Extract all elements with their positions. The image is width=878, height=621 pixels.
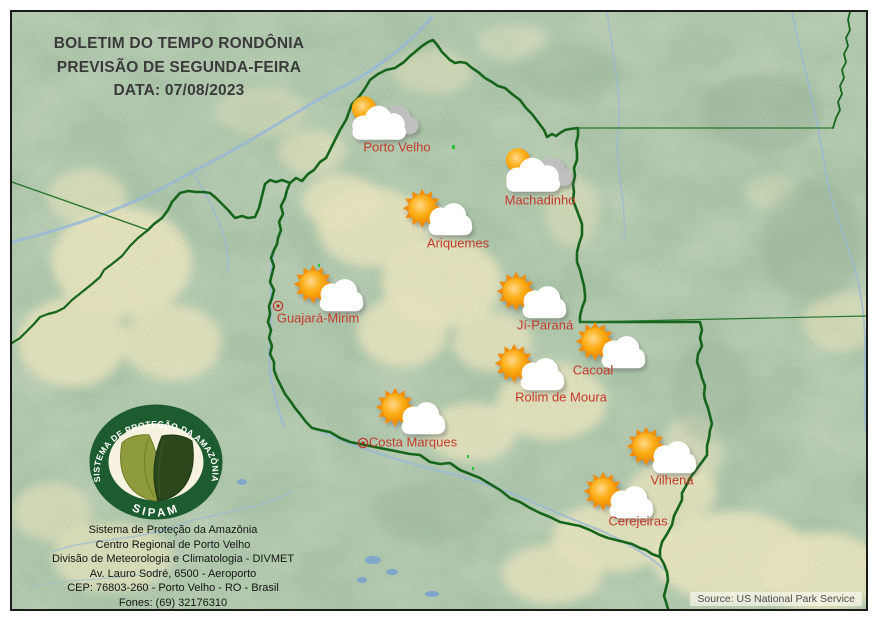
weather-icon [496, 271, 567, 319]
footer-address: Sistema de Proteção da Amazônia Centro R… [20, 523, 326, 609]
bulletin-title: BOLETIM DO TEMPO RONDÔNIA PREVISÃO DE SE… [28, 32, 330, 103]
city-label: Guajará-Mirim [276, 310, 360, 326]
weather-icon [494, 343, 565, 391]
city-label: Costa Marques [368, 434, 458, 450]
bulletin-title-line3: DATA: 07/08/2023 [113, 82, 245, 99]
footer-line-2: Centro Regional de Porto Velho [95, 538, 251, 551]
city-label: Rolim de Moura [515, 389, 607, 405]
footer-line-3: Divisão de Meteorologia e Climatologia -… [51, 553, 295, 566]
footer-line-5: CEP: 76803-260 - Porto Velho - RO - Bras… [67, 582, 279, 595]
bulletin-title-line1: BOLETIM DO TEMPO RONDÔNIA [53, 35, 305, 52]
weather-icon [505, 148, 573, 192]
city-label: Cerejeiras [608, 513, 668, 529]
city-label: Porto Velho [363, 139, 431, 155]
city-marker-icon [272, 300, 284, 312]
footer-line-6: Fones: (69) 32176310 [118, 596, 228, 609]
map-frame: Porto Velho Machadinho Ariquemes Guajará… [10, 10, 868, 611]
city-marker-icon [357, 437, 369, 449]
city-label: Vilhena [650, 472, 694, 488]
weather-icon [293, 264, 364, 312]
city-label: Ariquemes [426, 235, 490, 251]
source-attribution: Source: US National Park Service [690, 592, 862, 606]
city-label: Cacoal [572, 362, 614, 378]
footer-line-4: Av. Lauro Sodré, 6500 - Aeroporto [89, 567, 257, 580]
sipam-leaves [120, 434, 194, 502]
sipam-ring-bottom-text: SIPAM [130, 502, 178, 519]
footer-line-1: Sistema de Proteção da Amazônia [88, 524, 258, 536]
city-label: Jí-Paraná [516, 317, 574, 333]
svg-text:SIPAM: SIPAM [130, 502, 181, 519]
city-label: Machadinho [504, 192, 576, 208]
city-layer: Porto Velho Machadinho Ariquemes Guajará… [12, 12, 866, 609]
bulletin-title-line2: PREVISÃO DE SEGUNDA-FEIRA [56, 58, 302, 76]
sipam-logo: SISTEMA DE PROTEÇÃO DA AMAZÔNIA SIPAM [89, 404, 223, 520]
weather-icon [375, 387, 446, 435]
weather-icon [402, 188, 473, 236]
